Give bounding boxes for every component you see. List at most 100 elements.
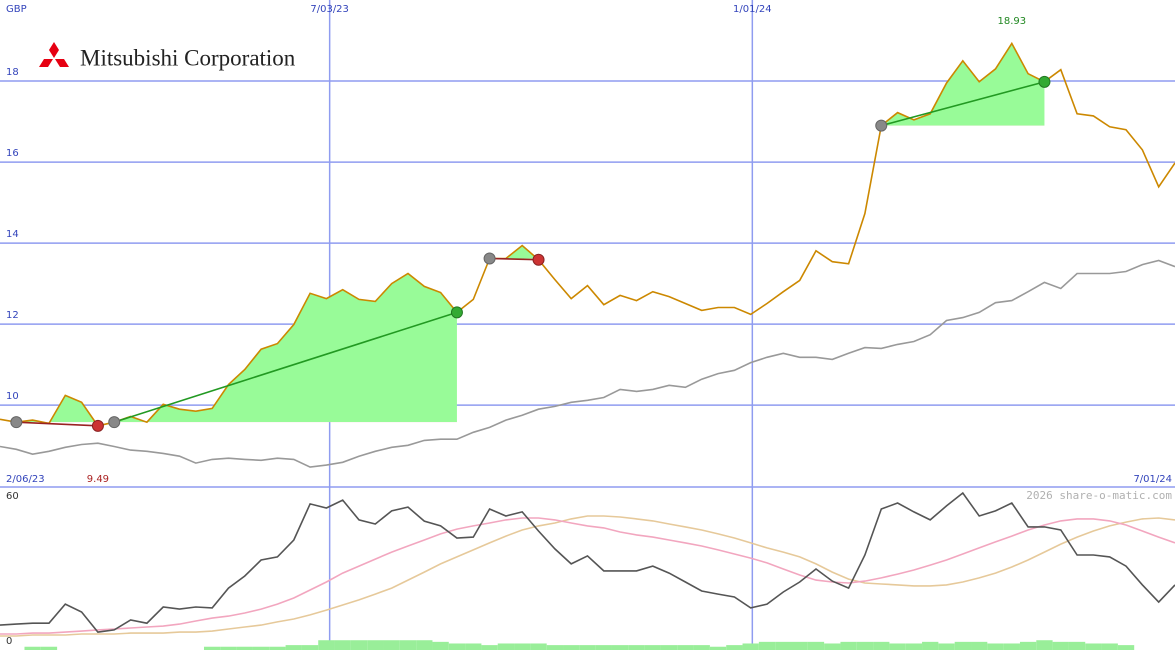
low-label: 9.49 bbox=[87, 474, 109, 485]
volume-bar bbox=[628, 645, 645, 650]
volume-bar bbox=[660, 645, 678, 650]
series-line bbox=[0, 259, 1175, 468]
series-line bbox=[0, 517, 1175, 635]
volume-bar bbox=[220, 646, 237, 650]
volume-bar bbox=[514, 643, 531, 650]
volume-bar bbox=[350, 640, 368, 650]
volume-bar bbox=[334, 640, 351, 650]
volume-bar bbox=[775, 641, 792, 650]
volume-bar bbox=[1101, 643, 1118, 650]
trade-entry bbox=[10, 416, 23, 429]
y-axis-unit: GBP bbox=[6, 4, 27, 15]
volume-bar bbox=[301, 645, 319, 650]
volume-bar bbox=[563, 645, 580, 650]
volume-bar bbox=[595, 645, 612, 650]
trade-line bbox=[113, 311, 458, 423]
logo-diamond bbox=[39, 59, 53, 67]
volume-bar bbox=[987, 643, 1004, 650]
volume-bar bbox=[1052, 641, 1069, 650]
trade-exit bbox=[91, 419, 104, 432]
volume-bar bbox=[465, 643, 482, 650]
logo: Mitsubishi Corporation bbox=[39, 42, 296, 70]
volume-bar bbox=[905, 643, 923, 650]
series-line bbox=[0, 515, 1175, 637]
trade-exit bbox=[450, 306, 463, 319]
volume-bar bbox=[203, 646, 221, 650]
volume-bar bbox=[922, 641, 939, 650]
volume-bar bbox=[432, 641, 449, 650]
trade-entry bbox=[483, 252, 496, 265]
logo-diamond bbox=[49, 42, 59, 58]
volume-bar bbox=[693, 645, 710, 650]
high-label: 18.93 bbox=[997, 16, 1026, 27]
volume-bar bbox=[938, 643, 955, 650]
volume-bar bbox=[399, 640, 417, 650]
volume-bar bbox=[1068, 641, 1086, 650]
y-tick-label: 12 bbox=[6, 310, 19, 321]
volume-bar bbox=[807, 641, 825, 650]
volume-bar bbox=[1003, 643, 1020, 650]
volume-bar bbox=[758, 641, 776, 650]
trade-gain-area bbox=[16, 395, 98, 423]
volume-bar bbox=[873, 641, 890, 650]
volume-bar bbox=[579, 645, 596, 650]
volume-bar bbox=[1117, 645, 1135, 650]
volume-bar bbox=[791, 641, 808, 650]
volume-bar bbox=[269, 646, 286, 650]
volume-bar bbox=[546, 645, 564, 650]
trade-exit bbox=[532, 253, 545, 266]
volume-bar bbox=[644, 645, 661, 650]
watermark: 2026 share-o-matic.com bbox=[1026, 489, 1172, 502]
trade-gain-area bbox=[114, 273, 457, 423]
volume-bar bbox=[40, 646, 58, 650]
volume-bar bbox=[497, 643, 515, 650]
x-range-label: 2/06/23 bbox=[6, 474, 45, 485]
volume-bar bbox=[954, 641, 972, 650]
trade-gain-area bbox=[881, 43, 1045, 126]
y-tick-label: 14 bbox=[6, 229, 19, 240]
volume-bar bbox=[742, 643, 759, 650]
y-tick-label: 18 bbox=[6, 67, 19, 78]
trade-line bbox=[881, 81, 1045, 127]
volume-bar bbox=[318, 640, 335, 650]
y-tick-label: 16 bbox=[6, 148, 19, 159]
series-line bbox=[0, 41, 1175, 427]
volume-bar bbox=[285, 645, 302, 650]
volume-bar bbox=[677, 645, 694, 650]
volume-bar bbox=[856, 641, 874, 650]
volume-bar bbox=[1085, 643, 1102, 650]
volume-bar bbox=[889, 643, 906, 650]
series-line bbox=[0, 491, 1175, 633]
x-range-label: 7/01/24 bbox=[1133, 474, 1172, 485]
volume-bar bbox=[709, 646, 727, 650]
trade-line bbox=[16, 421, 98, 427]
volume-bar bbox=[24, 646, 41, 650]
y-tick-label: 10 bbox=[6, 391, 19, 402]
volume-bar bbox=[448, 643, 466, 650]
volume-bar bbox=[1019, 641, 1037, 650]
volume-bar bbox=[252, 646, 270, 650]
volume-bar bbox=[824, 643, 841, 650]
trade-entry bbox=[875, 119, 888, 132]
volume-bar bbox=[840, 641, 857, 650]
volume-bar bbox=[971, 641, 988, 650]
volume-bar bbox=[367, 640, 384, 650]
volume-bar bbox=[416, 640, 433, 650]
company-name: Mitsubishi Corporation bbox=[80, 45, 296, 70]
trade-entry bbox=[108, 416, 121, 429]
volume-bar bbox=[726, 645, 743, 650]
volume-bar bbox=[481, 645, 498, 650]
logo-diamond bbox=[55, 59, 69, 67]
volume-bar bbox=[383, 640, 400, 650]
volume-bar bbox=[1036, 640, 1053, 650]
volume-bar bbox=[236, 646, 253, 650]
y-tick-label: 0 bbox=[6, 636, 12, 647]
trade-line bbox=[489, 257, 539, 261]
volume-bar bbox=[530, 643, 547, 650]
x-tick-label: 1/01/24 bbox=[733, 4, 772, 15]
x-tick-label: 7/03/23 bbox=[310, 4, 349, 15]
y-tick-label: 60 bbox=[6, 491, 19, 502]
volume-bar bbox=[611, 645, 629, 650]
